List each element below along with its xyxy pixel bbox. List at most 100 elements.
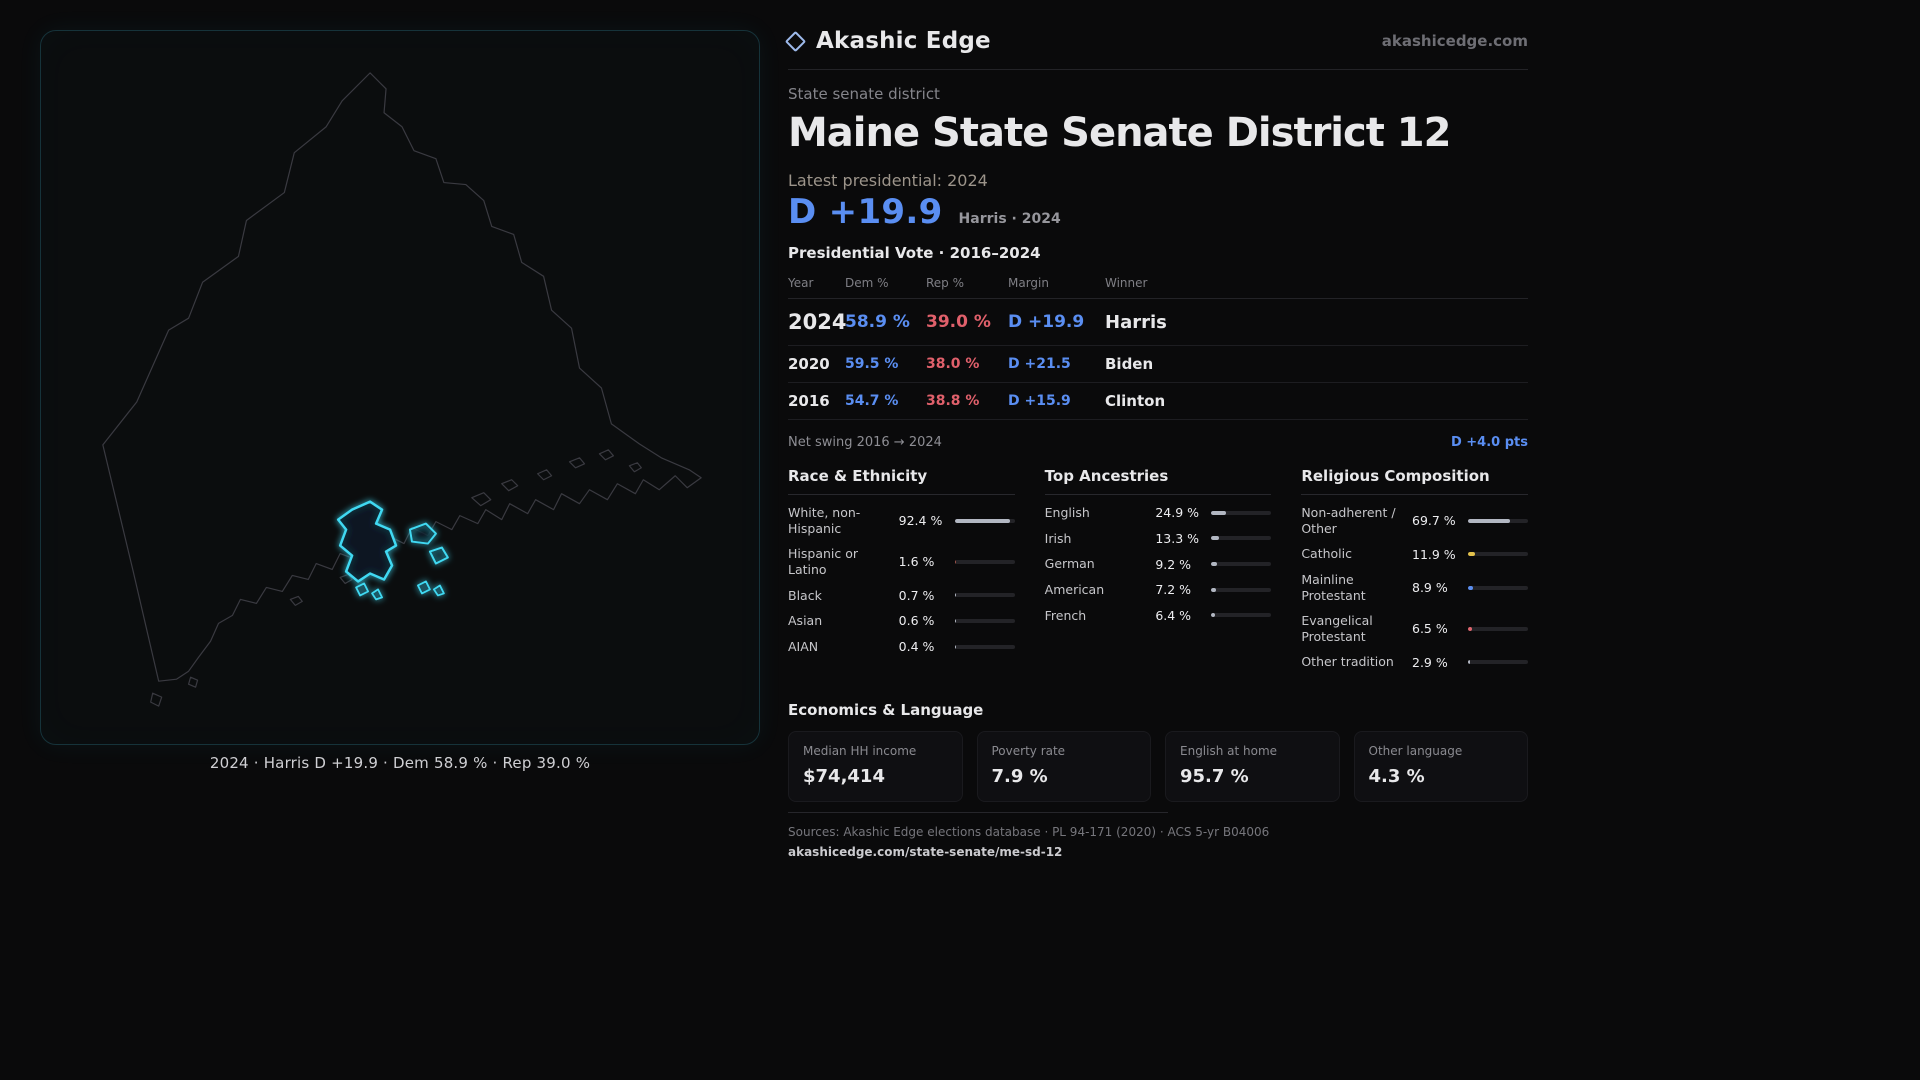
footer-divider bbox=[788, 812, 1168, 813]
section-title: Religious Composition bbox=[1301, 467, 1528, 495]
demo-bar-fill bbox=[1468, 585, 1474, 590]
district-islands bbox=[408, 522, 449, 565]
demo-label: Catholic bbox=[1301, 546, 1353, 562]
economics-title: Economics & Language bbox=[788, 701, 984, 719]
district-map-panel bbox=[40, 30, 760, 745]
permalink[interactable]: akashicedge.com/state-senate/me-sd-12 bbox=[788, 845, 1063, 859]
stat-label: English at home bbox=[1180, 744, 1278, 758]
demo-bar-fill bbox=[954, 644, 956, 649]
sources-text: Sources: Akashic Edge elections database… bbox=[788, 825, 1270, 839]
net-swing-value: D +4.0 pts bbox=[1450, 435, 1528, 450]
race-rows: White, non-Hispanic 92.4 % Hispanic or L… bbox=[788, 500, 1015, 659]
district-shape bbox=[336, 500, 398, 583]
demo-label: Other tradition bbox=[1301, 654, 1394, 670]
maine-border-path bbox=[102, 72, 702, 682]
brand-header: Akashic Edge akashicedge.com bbox=[784, 28, 1528, 70]
demo-row: White, non-Hispanic 92.4 % bbox=[788, 500, 1015, 541]
row-year: 2016 bbox=[788, 392, 830, 410]
demo-label: French bbox=[1044, 607, 1087, 623]
demo-bar-fill bbox=[954, 618, 956, 623]
section-title: Race & Ethnicity bbox=[788, 467, 1015, 495]
row-dem-pct: 54.7 % bbox=[845, 393, 899, 409]
demo-label: Mainline Protestant bbox=[1301, 571, 1366, 603]
demo-label: American bbox=[1044, 581, 1105, 597]
religion-rows: Non-adherent / Other 69.7 % Catholic 11.… bbox=[1301, 500, 1528, 675]
demo-bar-fill bbox=[1468, 552, 1476, 557]
demo-row: English 24.9 % bbox=[1045, 500, 1272, 526]
demo-label: German bbox=[1044, 556, 1095, 572]
demo-row: Irish 13.3 % bbox=[1045, 526, 1272, 552]
demo-value: 92.4 % bbox=[898, 513, 943, 529]
stat-label: Other language bbox=[1368, 744, 1463, 758]
demo-bar-fill bbox=[1211, 613, 1216, 618]
ancestries-column: Top Ancestries English 24.9 % Irish 13.3… bbox=[1044, 467, 1272, 675]
demo-label: Hispanic or Latino bbox=[788, 546, 859, 577]
net-swing-row: Net swing 2016 → 2024 D +4.0 pts bbox=[788, 435, 1528, 450]
row-dem-pct: 59.5 % bbox=[845, 356, 899, 372]
demo-bar-track bbox=[1468, 660, 1528, 665]
stat-value: $74,414 bbox=[803, 766, 885, 787]
demo-bar-track bbox=[1468, 585, 1528, 590]
row-margin: D +21.5 bbox=[1008, 356, 1071, 372]
demo-row: Mainline Protestant 8.9 % bbox=[1301, 567, 1528, 608]
stat-value: 95.7 % bbox=[1180, 766, 1249, 787]
demo-label: White, non-Hispanic bbox=[788, 505, 861, 536]
page-title: Maine State Senate District 12 bbox=[788, 110, 1451, 156]
table-row: 2024 58.9 % 39.0 % D +19.9 Harris bbox=[788, 299, 1528, 346]
row-winner: Biden bbox=[1105, 355, 1154, 373]
stat-label: Poverty rate bbox=[991, 744, 1066, 758]
demo-bar-fill bbox=[1468, 626, 1472, 631]
stat-card: Poverty rate 7.9 % bbox=[976, 731, 1151, 802]
demo-bar-track bbox=[1211, 587, 1272, 592]
brand-domain-link[interactable]: akashicedge.com bbox=[1381, 32, 1528, 50]
demo-value: 11.9 % bbox=[1412, 546, 1456, 562]
stat-card: Other language 4.3 % bbox=[1353, 731, 1528, 802]
demo-bar-fill bbox=[1468, 660, 1470, 665]
demo-bar-track bbox=[1211, 613, 1272, 618]
demo-value: 0.4 % bbox=[898, 639, 935, 655]
demo-label: English bbox=[1044, 505, 1090, 520]
demo-row: Evangelical Protestant 6.5 % bbox=[1301, 608, 1528, 649]
demo-bar-fill bbox=[954, 593, 956, 598]
stat-card: Median HH income $74,414 bbox=[788, 731, 963, 802]
demo-row: American 7.2 % bbox=[1045, 577, 1272, 603]
headline-margin-row: D +19.9 Harris · 2024 bbox=[788, 192, 1528, 232]
demo-bar-track bbox=[954, 593, 1015, 598]
stat-card: English at home 95.7 % bbox=[1165, 731, 1340, 802]
brand-diamond-icon bbox=[784, 30, 807, 52]
demo-bar-fill bbox=[954, 518, 1011, 523]
demo-value: 13.3 % bbox=[1155, 530, 1200, 546]
demo-value: 1.6 % bbox=[898, 554, 935, 570]
col-margin: Margin bbox=[1008, 276, 1049, 290]
demo-bar-fill bbox=[1211, 562, 1217, 567]
demo-value: 2.9 % bbox=[1412, 654, 1448, 670]
demo-bar-fill bbox=[1211, 510, 1227, 515]
economics-section: Economics & Language Median HH income $7… bbox=[788, 701, 1528, 802]
vote-table-header: Year Dem % Rep % Margin Winner bbox=[788, 270, 1528, 299]
demo-label: Asian bbox=[788, 613, 823, 629]
stat-label: Median HH income bbox=[803, 744, 917, 758]
table-row: 2020 59.5 % 38.0 % D +21.5 Biden bbox=[788, 346, 1528, 383]
stat-value: 4.3 % bbox=[1368, 766, 1425, 787]
demo-bar-track bbox=[954, 559, 1015, 564]
row-winner: Clinton bbox=[1105, 392, 1166, 410]
demo-value: 24.9 % bbox=[1155, 505, 1200, 521]
demo-bar-fill bbox=[1468, 518, 1510, 523]
latest-presidential-label: Latest presidential: 2024 bbox=[788, 171, 988, 190]
demo-value: 7.2 % bbox=[1155, 582, 1192, 598]
demographics-section: Race & Ethnicity White, non-Hispanic 92.… bbox=[788, 467, 1528, 675]
demo-label: AIAN bbox=[788, 638, 819, 654]
demo-value: 6.4 % bbox=[1155, 607, 1192, 623]
demo-bar-fill bbox=[954, 559, 956, 564]
demo-bar-track bbox=[1468, 552, 1528, 557]
ancestry-rows: English 24.9 % Irish 13.3 % German 9.2 % bbox=[1045, 500, 1272, 628]
demo-value: 0.7 % bbox=[898, 587, 935, 603]
demo-label: Evangelical Protestant bbox=[1301, 613, 1373, 644]
demo-row: Asian 0.6 % bbox=[788, 608, 1015, 634]
demo-row: French 6.4 % bbox=[1045, 603, 1272, 629]
demo-bar-fill bbox=[1211, 587, 1216, 592]
brand-name: Akashic Edge bbox=[816, 28, 991, 54]
demo-value: 9.2 % bbox=[1155, 556, 1192, 572]
col-winner: Winner bbox=[1105, 276, 1148, 290]
